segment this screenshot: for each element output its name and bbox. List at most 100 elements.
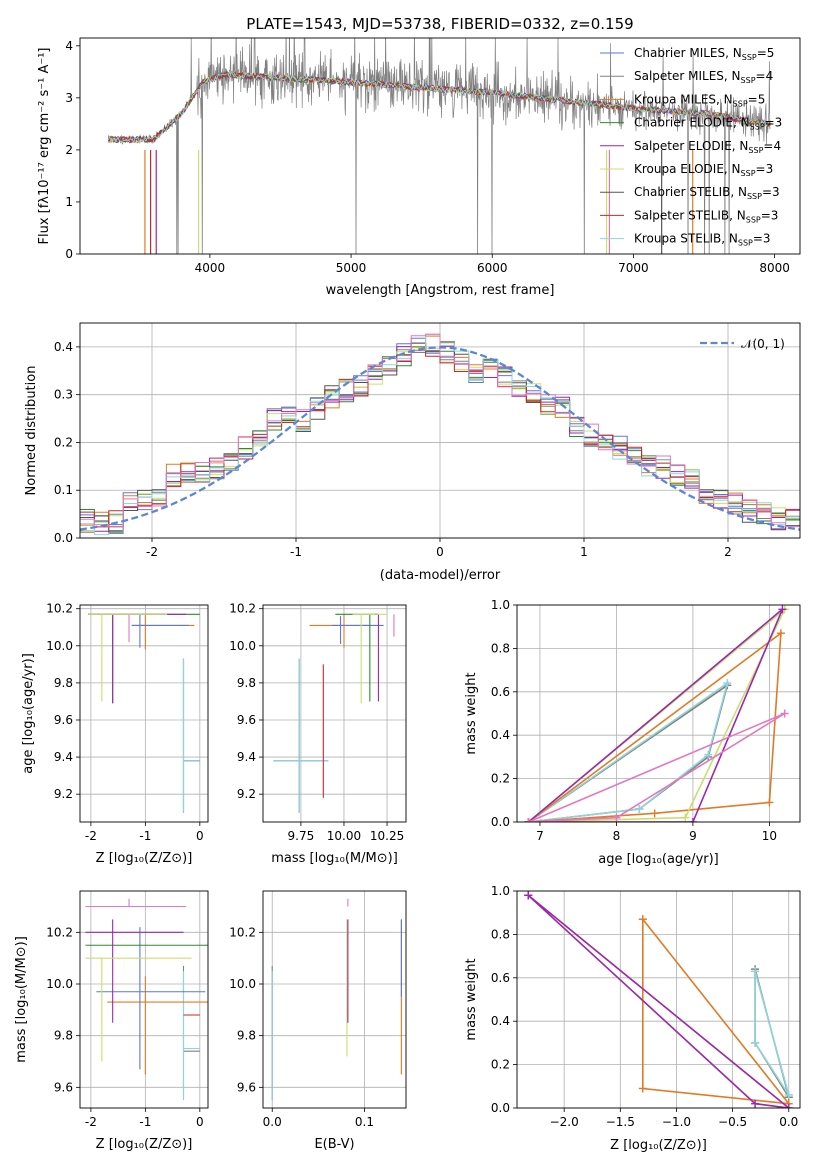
x-tick-label: -1 — [290, 545, 302, 559]
mass-weight-marker — [704, 750, 713, 759]
y-tick-label: 0.6 — [491, 685, 510, 699]
y-tick-label: 0.0 — [491, 815, 510, 829]
axes-border — [262, 604, 407, 823]
mass-vs-extinction-panel: 0.0 0.1 9.6 9.8 10.0 10.2 E(B-V) — [229, 890, 407, 1152]
figure-title: PLATE=1543, MJD=53738, FIBERID=0332, z=0… — [246, 15, 633, 33]
y-tick-label: 9.4 — [237, 750, 256, 764]
axes-border — [79, 37, 801, 255]
plot-area — [273, 613, 395, 813]
mass-weight-marker — [524, 891, 533, 900]
plot-area — [80, 333, 800, 536]
x-tick-label: 10 — [762, 829, 777, 843]
x-tick-label: 8000 — [759, 261, 790, 275]
residual-histogram-step — [80, 350, 800, 528]
mass-weight-marker — [784, 1090, 793, 1099]
mass-weight-marker — [751, 1038, 760, 1047]
normal-reference-curve — [80, 346, 800, 531]
y-tick-label: 0.2 — [491, 772, 510, 786]
mass-weight-vs-metallicity-panel: −2.0 −1.5 −1.0 −0.5 0.0 0.0 0.2 0.4 0.6 0.8 1.0 Z [… — [464, 884, 801, 1153]
y-tick-label: 10.0 — [229, 639, 256, 653]
x-tick-label: 9.75 — [288, 829, 315, 843]
y-tick-label: 9.8 — [237, 676, 256, 690]
y-tick-label: 9.6 — [54, 1080, 73, 1094]
x-tick-label: 8 — [613, 829, 621, 843]
mass-weight-line — [754, 971, 790, 1096]
x-tick-label: 1 — [580, 545, 588, 559]
y-axis-label: mass weight — [464, 958, 479, 1040]
mass-weight-marker — [776, 629, 785, 638]
age-vs-metallicity-panel: -2 -1 0 9.2 9.4 9.6 9.8 10.0 10.2 Z [log₁₀(Z/Z⊙)]… — [21, 602, 209, 866]
x-tick-label: −0.5 — [718, 1115, 747, 1129]
legend-label: Salpeter STELIB, NSSP=3 — [634, 208, 778, 224]
mass-weight-line — [527, 894, 791, 1108]
plot-area — [524, 891, 793, 1108]
mass-weight-marker — [778, 605, 787, 614]
legend-label: Kroupa STELIB, NSSP=3 — [634, 232, 771, 248]
x-tick-label: 4000 — [195, 261, 226, 275]
mass-weight-marker — [638, 1084, 647, 1093]
x-tick-label: 5000 — [336, 261, 367, 275]
legend-label: Chabrier MILES, NSSP=5 — [634, 46, 774, 62]
spectrum-panel: 4000 5000 6000 7000 8000 0 1 2 3 4 wavelength [Ang… — [37, 37, 801, 298]
model-spectrum-line — [107, 70, 771, 144]
y-tick-label: 0.2 — [54, 435, 73, 449]
axes-border — [516, 604, 801, 823]
mass-weight-marker — [612, 813, 621, 822]
y-tick-label: 10.2 — [229, 602, 256, 616]
y-tick-label: 9.6 — [54, 713, 73, 727]
age-vs-mass-panel: 9.75 10.00 10.25 9.2 9.4 9.6 9.8 10.0 10.2 mass [… — [229, 602, 407, 866]
y-tick-label: 1.0 — [491, 598, 510, 612]
x-tick-label: 2 — [724, 545, 732, 559]
y-tick-label: 0 — [65, 247, 73, 261]
y-tick-label: 10.0 — [46, 639, 73, 653]
y-axis-label: age [log₁₀(age/yr)] — [21, 653, 36, 774]
y-tick-label: 10.2 — [46, 925, 73, 939]
y-tick-label: 10.0 — [229, 977, 256, 991]
x-tick-label: -1 — [139, 829, 151, 843]
y-tick-label: 10.2 — [46, 602, 73, 616]
x-tick-label: 10.00 — [327, 829, 361, 843]
mass-weight-line — [642, 918, 791, 1105]
y-tick-label: 0.3 — [54, 388, 73, 402]
y-axis-label: mass [log₁₀(M/M⊙)] — [14, 936, 29, 1063]
x-axis-label: (data-model)/error — [380, 568, 501, 583]
x-axis-label: age [log₁₀(age/yr)] — [598, 852, 719, 867]
x-tick-label: 0 — [196, 1115, 204, 1129]
x-tick-label: -2 — [146, 545, 158, 559]
x-tick-label: −1.5 — [606, 1115, 635, 1129]
legend-label: Salpeter MILES, NSSP=4 — [634, 69, 773, 85]
plot-area — [85, 898, 208, 1101]
legend-label: Chabrier ELODIE, NSSP=3 — [634, 116, 782, 132]
x-tick-label: 6000 — [477, 261, 508, 275]
y-tick-label: 0.2 — [491, 1058, 510, 1072]
x-tick-label: 0.0 — [263, 1115, 282, 1129]
y-tick-label: 9.8 — [54, 1029, 73, 1043]
mass-weight-marker — [688, 818, 697, 822]
y-tick-label: 9.2 — [237, 787, 256, 801]
x-tick-label: −2.0 — [550, 1115, 579, 1129]
y-tick-label: 3 — [65, 91, 73, 105]
x-axis-label: E(B-V) — [314, 1137, 354, 1152]
mass-weight-marker — [751, 967, 760, 976]
y-tick-label: 4 — [65, 39, 73, 53]
y-tick-label: 1 — [65, 195, 73, 209]
observed-spectrum-line — [107, 38, 771, 254]
plot-area — [524, 605, 789, 822]
x-axis-label: mass [log₁₀(M/M⊙)] — [271, 851, 398, 866]
x-tick-label: 9 — [689, 829, 697, 843]
residual-histogram-step — [80, 333, 800, 528]
x-axis-label: Z [log₁₀(Z/Z⊙)] — [96, 1137, 193, 1152]
x-tick-label: 0 — [436, 545, 444, 559]
residual-histogram-panel: -2 -1 0 1 2 0.0 0.1 0.2 0.3 0.4 (data-model)/error… — [24, 322, 801, 583]
mass-weight-marker — [650, 809, 659, 818]
mass-weight-line — [528, 712, 786, 822]
legend-label: Chabrier STELIB, NSSP=3 — [634, 185, 780, 201]
y-tick-label: 0.8 — [491, 641, 510, 655]
x-tick-label: 7000 — [618, 261, 649, 275]
y-tick-label: 0.0 — [54, 531, 73, 545]
mass-weight-marker — [723, 679, 732, 688]
mass-weight-line — [527, 608, 784, 822]
x-tick-label: -2 — [85, 1115, 97, 1129]
model-spectrum-line — [108, 70, 771, 143]
y-tick-label: 0.1 — [54, 483, 73, 497]
